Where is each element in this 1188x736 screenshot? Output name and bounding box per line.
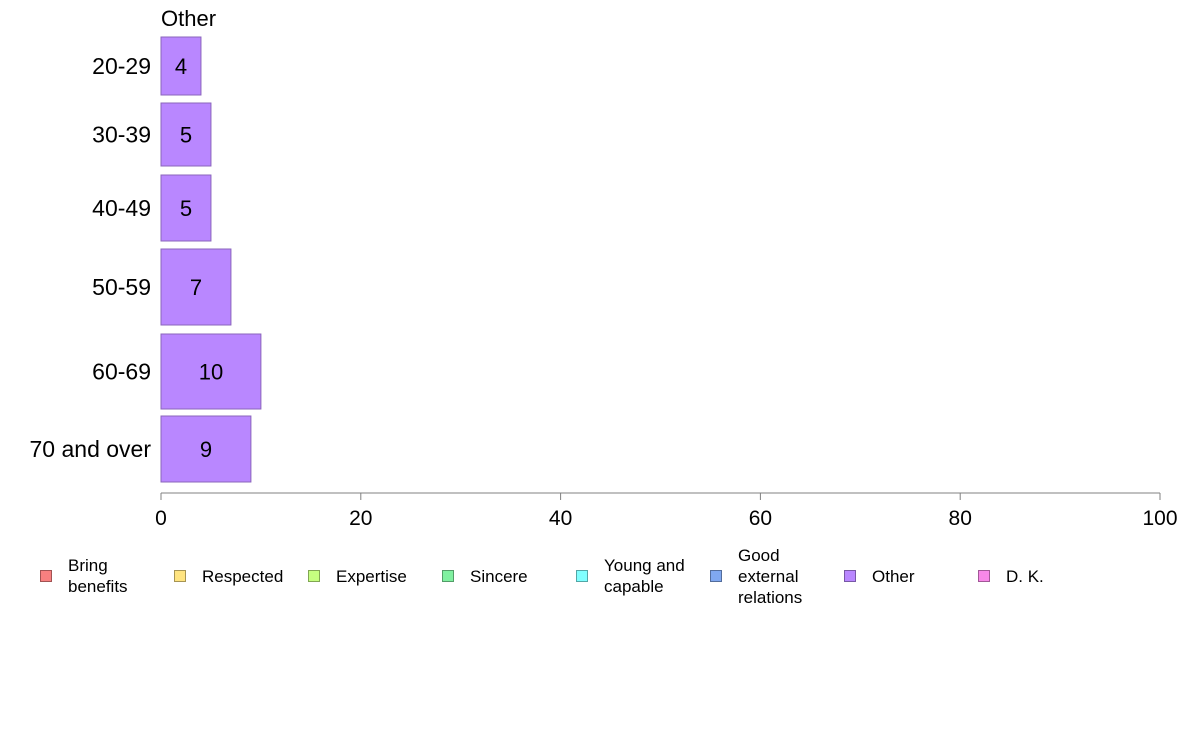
- bar-50-59: [160, 248, 232, 326]
- y-tick-label: 40-49: [92, 195, 151, 221]
- x-tick-label: 40: [549, 507, 572, 530]
- x-tick-label: 0: [155, 507, 167, 530]
- legend-item: Bring benefits: [40, 540, 186, 612]
- legend-swatch: [844, 570, 856, 582]
- x-tick-label: 100: [1142, 507, 1177, 530]
- legend-item: Good external relations: [710, 540, 856, 612]
- legend-label: D. K.: [1006, 566, 1044, 586]
- legend-label: Sincere: [470, 566, 528, 586]
- bar-30-39: [160, 102, 212, 167]
- legend-label: Respected: [202, 566, 284, 586]
- legend-item: Other: [844, 540, 990, 612]
- x-tick-label: 20: [349, 507, 372, 530]
- legend-item: D. K.: [978, 540, 1124, 612]
- x-tick-label: 60: [749, 507, 772, 530]
- bar-40-49: [160, 174, 212, 242]
- legend-swatch: [576, 570, 588, 582]
- x-axis: 0 20 40 60 80 100: [155, 492, 1178, 530]
- legend-item: Respected: [174, 540, 320, 612]
- data-label: 5: [180, 196, 192, 221]
- legend-item: Expertise: [308, 540, 454, 612]
- bar-70-and-over: [160, 415, 252, 483]
- legend-item: Young and capable: [576, 540, 722, 612]
- y-tick-label: 60-69: [92, 359, 151, 385]
- legend-label: Good external relations: [738, 545, 803, 607]
- legend-label: Young and capable: [604, 556, 685, 596]
- data-label: 4: [175, 54, 187, 79]
- legend-swatch: [442, 570, 454, 582]
- bar-60-69: [160, 333, 262, 410]
- legend-label: Expertise: [336, 566, 407, 586]
- bar-chart-svg: Other 4 5 5 7 10 9 20-29 30-39 40-49 50-59 60-69 7…: [30, 6, 1178, 530]
- legend-swatch: [710, 570, 722, 582]
- y-tick-label: 20-29: [92, 53, 151, 79]
- y-tick-label: 30-39: [92, 122, 151, 148]
- bars-group: 4 5 5 7 10 9: [160, 36, 262, 483]
- data-label: 7: [190, 275, 202, 300]
- legend-label: Bring benefits: [68, 556, 128, 596]
- y-tick-labels: 20-29 30-39 40-49 50-59 60-69 70 and over: [30, 53, 152, 462]
- legend-swatch: [978, 570, 990, 582]
- data-label: 10: [199, 360, 223, 385]
- y-tick-label: 70 and over: [30, 436, 152, 462]
- y-tick-label: 50-59: [92, 274, 151, 300]
- bar-20-29: [160, 36, 202, 96]
- x-tick-label: 80: [949, 507, 972, 530]
- legend-swatch: [174, 570, 186, 582]
- data-label: 5: [180, 123, 192, 148]
- legend-swatch: [40, 570, 52, 582]
- legend-swatch: [308, 570, 320, 582]
- legend-item: Sincere: [442, 540, 588, 612]
- legend: Bring benefits Respected Expertise Sincere Yo…: [0, 540, 1188, 620]
- data-label: 9: [200, 437, 212, 462]
- chart-title: Other: [161, 6, 216, 31]
- legend-label: Other: [872, 566, 915, 586]
